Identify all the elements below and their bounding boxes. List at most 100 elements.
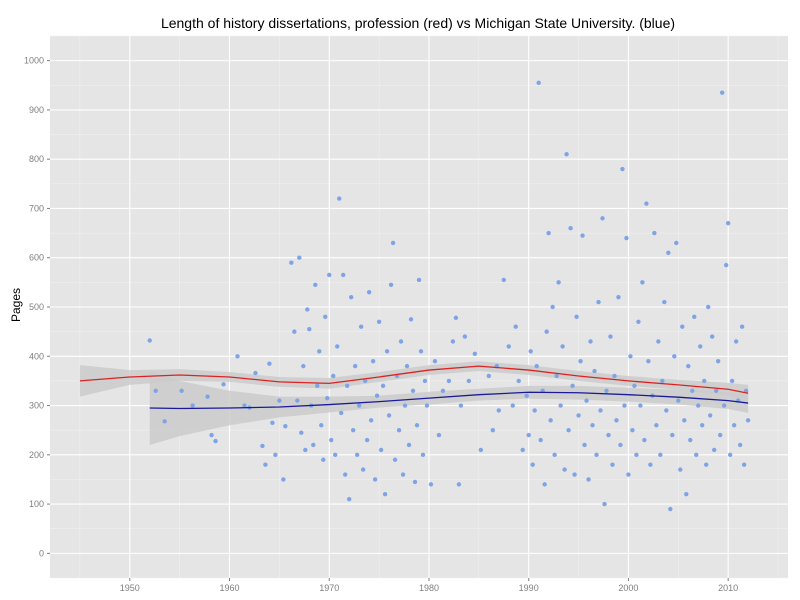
data-point	[267, 361, 272, 366]
data-point	[713, 388, 719, 393]
data-point	[305, 307, 310, 312]
data-point	[432, 359, 438, 364]
data-point	[717, 432, 723, 438]
data-point	[672, 354, 677, 359]
data-point	[560, 344, 565, 349]
data-point	[235, 354, 240, 359]
data-point	[564, 152, 569, 157]
y-axis-label: Pages	[9, 288, 23, 322]
data-point	[466, 378, 472, 384]
data-point	[614, 418, 619, 423]
data-point	[352, 363, 358, 369]
data-point	[446, 378, 452, 384]
data-point	[341, 272, 346, 278]
data-point	[630, 427, 635, 433]
data-point	[162, 419, 167, 424]
data-point	[260, 443, 265, 449]
data-point	[594, 452, 599, 458]
chart-title: Length of history dissertations, profess…	[161, 15, 675, 31]
data-point	[346, 496, 352, 502]
data-point	[733, 339, 739, 344]
data-point	[408, 317, 414, 322]
data-point	[578, 359, 583, 364]
y-tick-label: 800	[29, 154, 44, 164]
data-point	[321, 457, 326, 462]
data-point	[380, 383, 386, 389]
data-point	[688, 437, 693, 443]
data-point	[719, 90, 725, 95]
data-point	[376, 319, 382, 324]
data-point	[696, 403, 701, 408]
major-gridlines	[50, 36, 788, 578]
data-point	[590, 423, 595, 428]
confidence-band	[79, 361, 749, 402]
data-point	[664, 408, 669, 413]
data-point	[596, 299, 601, 305]
data-point	[526, 432, 531, 438]
data-point	[213, 438, 218, 444]
data-point	[662, 299, 667, 305]
x-tick-label: 1950	[120, 583, 140, 593]
data-point	[453, 315, 459, 321]
data-point	[478, 447, 484, 453]
data-point	[598, 408, 603, 413]
data-point	[273, 452, 278, 458]
scatter-points	[147, 80, 751, 512]
data-point	[566, 427, 571, 433]
data-point	[313, 282, 318, 288]
data-point	[374, 393, 380, 398]
data-point	[179, 388, 184, 393]
data-point	[386, 413, 392, 418]
data-point	[358, 324, 364, 329]
data-point	[640, 280, 645, 285]
data-point	[378, 447, 384, 453]
data-point	[658, 452, 663, 458]
data-point	[398, 339, 404, 344]
data-point	[586, 477, 591, 482]
data-point	[362, 378, 368, 384]
y-tick-label: 600	[29, 253, 44, 263]
data-point	[532, 408, 537, 413]
data-point	[205, 394, 210, 399]
data-point	[402, 403, 408, 408]
data-point	[626, 472, 631, 477]
data-point	[646, 359, 651, 364]
data-point	[554, 373, 559, 379]
data-point	[570, 383, 575, 389]
data-point	[668, 506, 673, 512]
data-point	[289, 260, 294, 265]
data-point	[680, 324, 685, 329]
data-point	[618, 442, 623, 448]
minor-gridlines	[50, 35, 788, 579]
data-point	[292, 329, 297, 334]
data-point	[634, 452, 639, 458]
data-point	[712, 447, 717, 453]
data-point	[624, 235, 629, 241]
data-point	[592, 368, 597, 374]
data-point	[727, 452, 733, 458]
data-point	[636, 319, 641, 324]
y-tick-label: 700	[29, 203, 44, 213]
y-tick-label: 1000	[24, 56, 44, 66]
data-point	[729, 378, 735, 384]
data-point	[472, 351, 478, 357]
data-point	[153, 388, 158, 393]
data-point	[674, 240, 679, 246]
data-point	[582, 442, 587, 448]
data-point	[528, 349, 533, 354]
data-point	[698, 344, 703, 349]
data-point	[317, 349, 322, 354]
data-point	[544, 329, 549, 334]
data-point	[708, 413, 713, 418]
data-point	[715, 359, 721, 364]
data-point	[348, 294, 354, 300]
data-point	[648, 462, 653, 467]
x-tick-label: 1970	[319, 583, 339, 593]
data-point	[534, 363, 539, 369]
data-point	[456, 482, 462, 487]
data-point	[327, 272, 332, 278]
data-point	[337, 196, 342, 201]
data-point	[616, 294, 621, 300]
data-point	[606, 432, 611, 438]
